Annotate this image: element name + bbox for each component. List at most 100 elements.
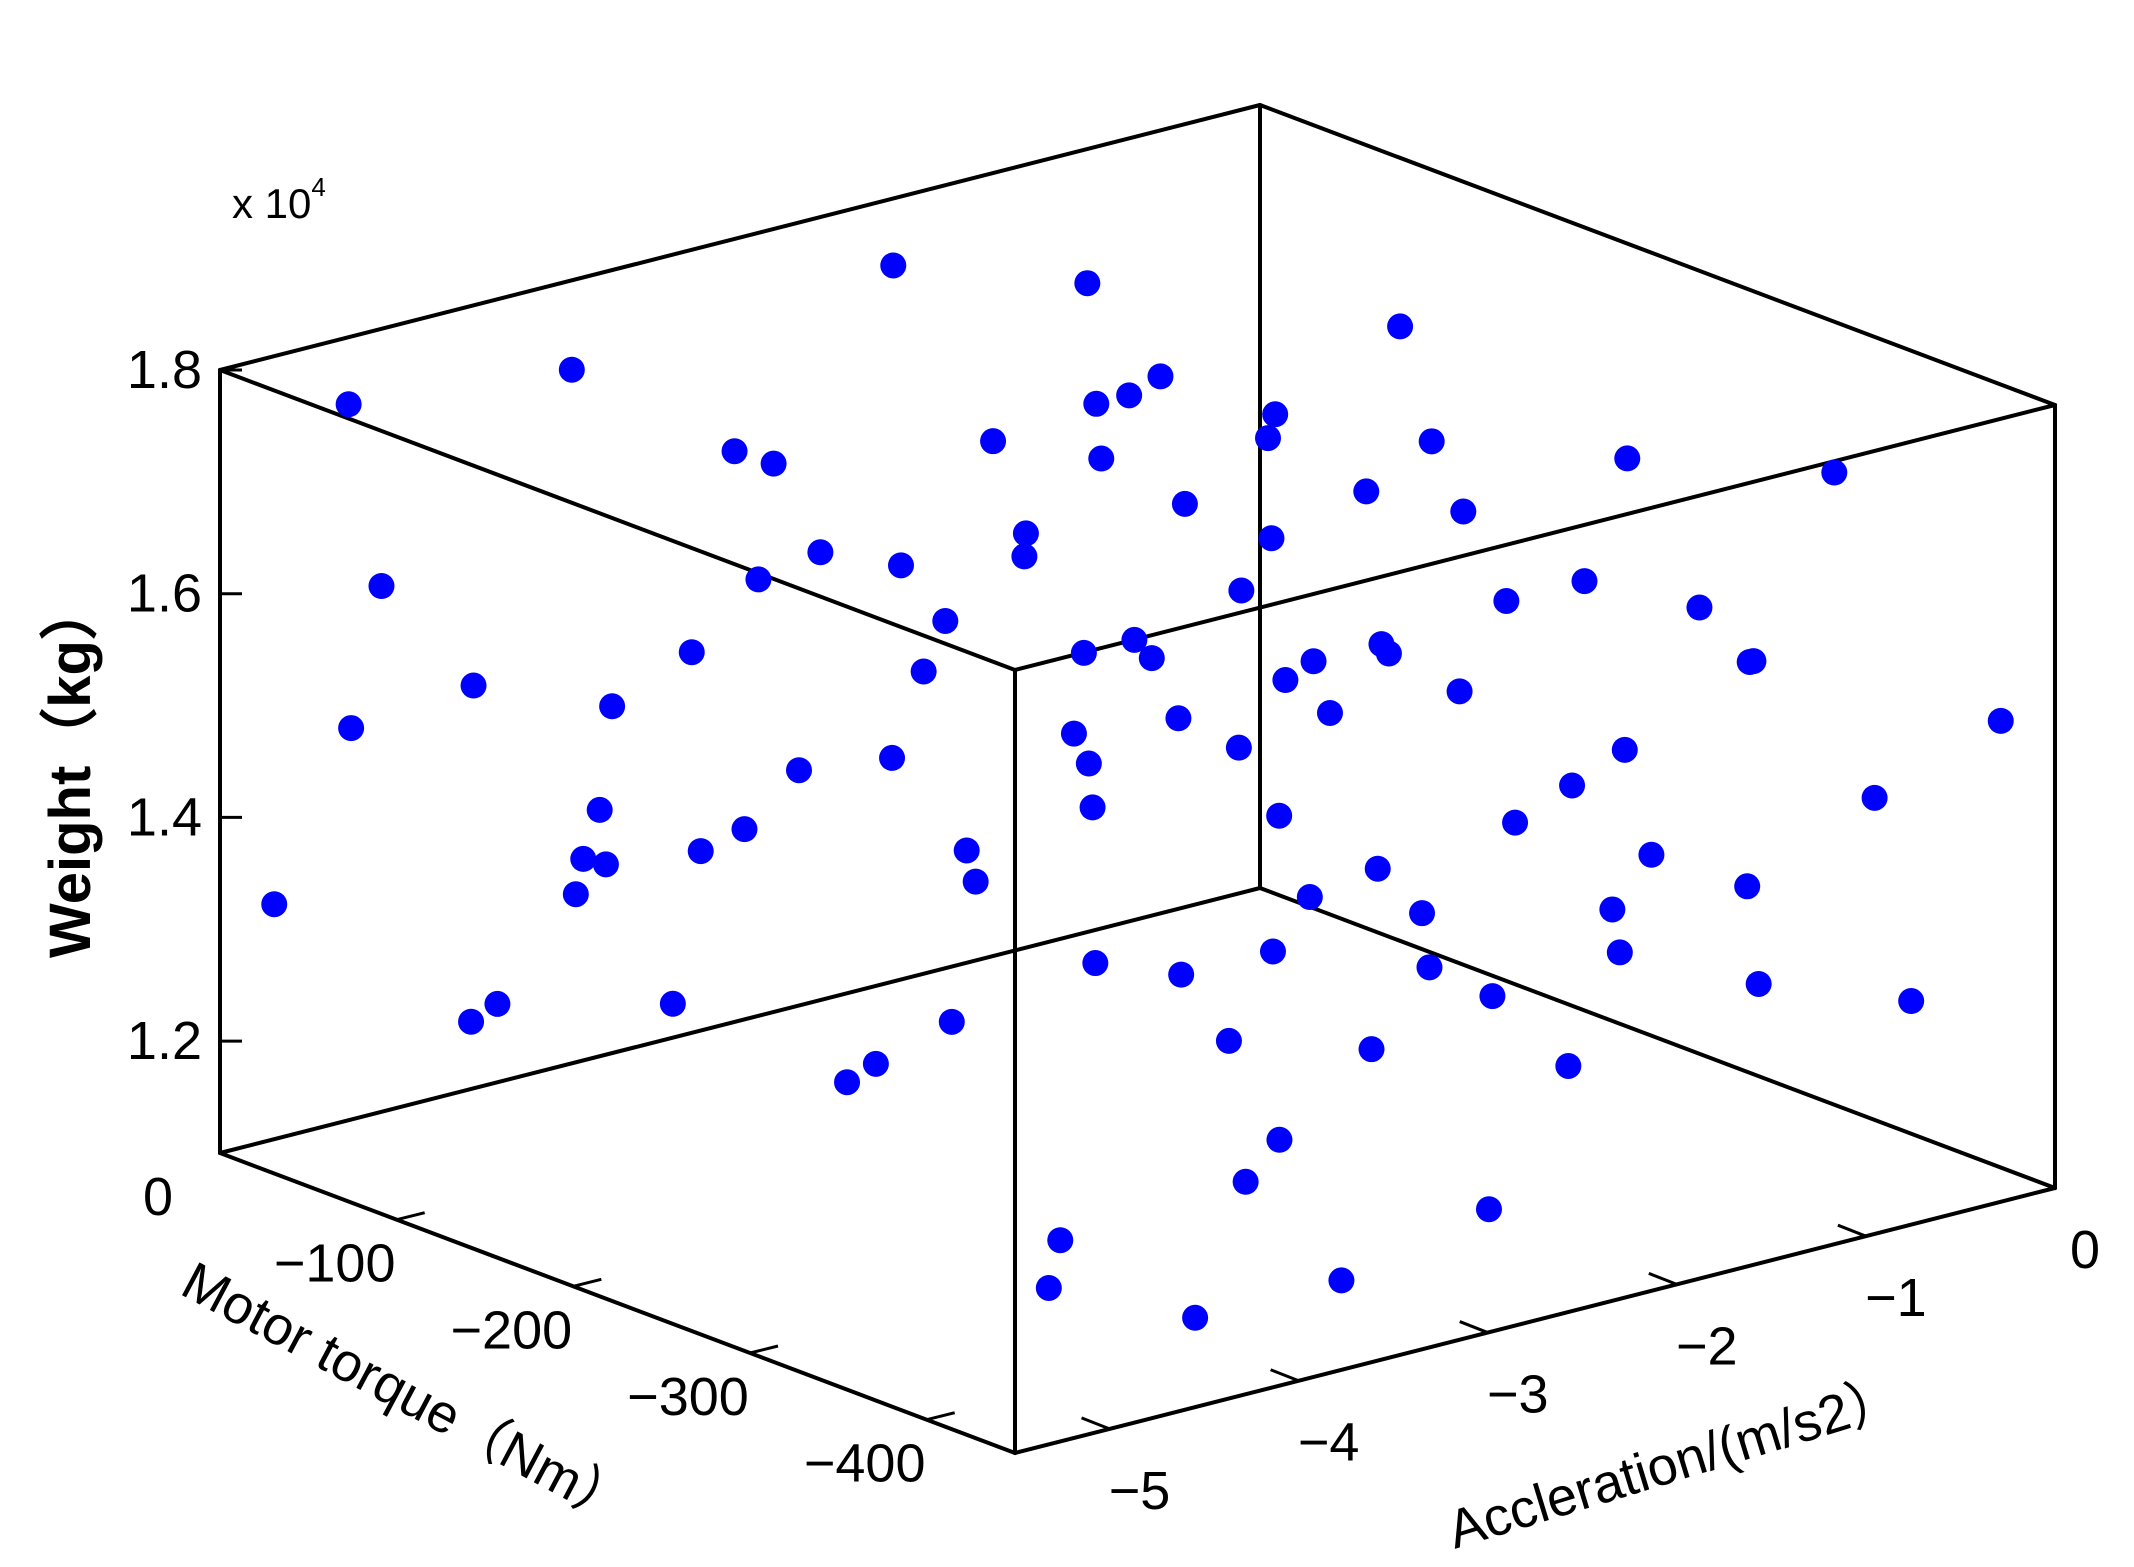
data-point [1571,568,1598,595]
data-point [1555,1052,1582,1079]
data-point [1165,705,1192,732]
frame-bottom-edge [1013,1186,2057,1455]
data-point [368,573,395,600]
data-point [1259,938,1286,965]
data-point [1416,954,1443,981]
data-point [1479,983,1506,1010]
data-point [1011,543,1038,570]
data-point [862,1050,889,1077]
data-point [962,868,989,895]
data-point [1121,626,1148,653]
y-tick-label: −4 [1298,1413,1360,1473]
data-point [1987,707,2014,734]
data-point [1296,884,1323,911]
data-point [586,796,613,823]
z-tick-label: 1.6 [127,564,202,624]
x-tick-label: −300 [627,1367,749,1427]
data-point [1060,720,1087,747]
data-point [1358,1036,1385,1063]
data-point [1475,1196,1502,1223]
z-tick-label: 1.2 [127,1011,202,1071]
data-point [721,438,748,465]
data-point [1182,1304,1209,1331]
data-point [1409,900,1436,927]
z-tick-label: 1.4 [127,787,202,847]
x-tick [572,1277,602,1288]
data-point [807,539,834,566]
data-point [1215,1027,1242,1054]
x-tick [396,1211,426,1222]
data-point [980,428,1007,455]
data-point [1074,270,1101,297]
data-point [879,744,906,771]
data-point [1266,802,1293,829]
data-point [335,391,362,418]
data-point [1606,939,1633,966]
x-tick-label: −100 [274,1234,396,1294]
data-point [1300,648,1327,675]
data-point [261,891,288,918]
data-point [1035,1274,1062,1301]
axis-ticks [219,368,2056,1431]
y-tick [1080,1416,1111,1431]
x-tick [219,1144,249,1155]
data-point [599,693,626,720]
x-tick-label: −400 [804,1434,926,1494]
axes-frame [218,103,2057,1455]
data-point [1686,594,1713,621]
y-tick-label: −1 [1865,1268,1927,1328]
data-point [570,845,597,872]
y-tick [2026,1175,2056,1190]
data-point [932,607,959,634]
data-point [760,450,787,477]
data-point [953,837,980,864]
data-point [1138,645,1165,672]
x-tick-label: 0 [143,1167,173,1227]
data-point [1116,382,1143,409]
data-point [1364,855,1391,882]
data-point [1316,699,1343,726]
data-point [731,816,758,843]
x-tick-label: −200 [451,1300,573,1360]
data-point [1614,445,1641,472]
z-axis-title: Weight（kg） [38,582,103,958]
data-point [1898,988,1925,1015]
data-point [1638,841,1665,868]
data-point [1745,970,1772,997]
data-point [678,639,705,666]
data-point [659,990,686,1017]
data-point [1225,734,1252,761]
data-point [1740,648,1767,675]
data-point [1070,639,1097,666]
frame-top-edge [218,368,1017,672]
data-point [888,552,914,579]
data-point [1559,772,1586,799]
data-point [1611,736,1638,763]
y-tick [1459,1320,1489,1334]
tick-labels: 0 −100 −200 −300 −400 0 −1 −2 −3 −4 −5 1.2 1.4 1.6 1.8 [127,340,2100,1521]
data-point [880,252,907,279]
frame-bottom-edge [218,1151,1017,1455]
data-point [1147,363,1174,390]
data-point [1088,445,1115,472]
y-tick [1837,1223,1867,1238]
data-point [1502,809,1529,836]
data-point [1418,428,1445,455]
data-point [484,990,511,1017]
data-point [562,881,589,908]
data-point [1446,678,1473,705]
data-point [834,1069,861,1096]
data-point [1228,577,1255,604]
data-point [1368,631,1395,658]
x-tick [749,1344,779,1355]
y-tick-label: −5 [1109,1461,1171,1521]
data-point [1079,794,1106,821]
data-point [745,566,772,593]
data-point [458,1008,485,1035]
data-point [1168,961,1195,988]
data-point [1328,1267,1355,1294]
data-point [1387,313,1414,340]
data-point [1262,401,1289,428]
frame-top-edge [1258,103,2057,407]
data-points [261,252,2014,1331]
